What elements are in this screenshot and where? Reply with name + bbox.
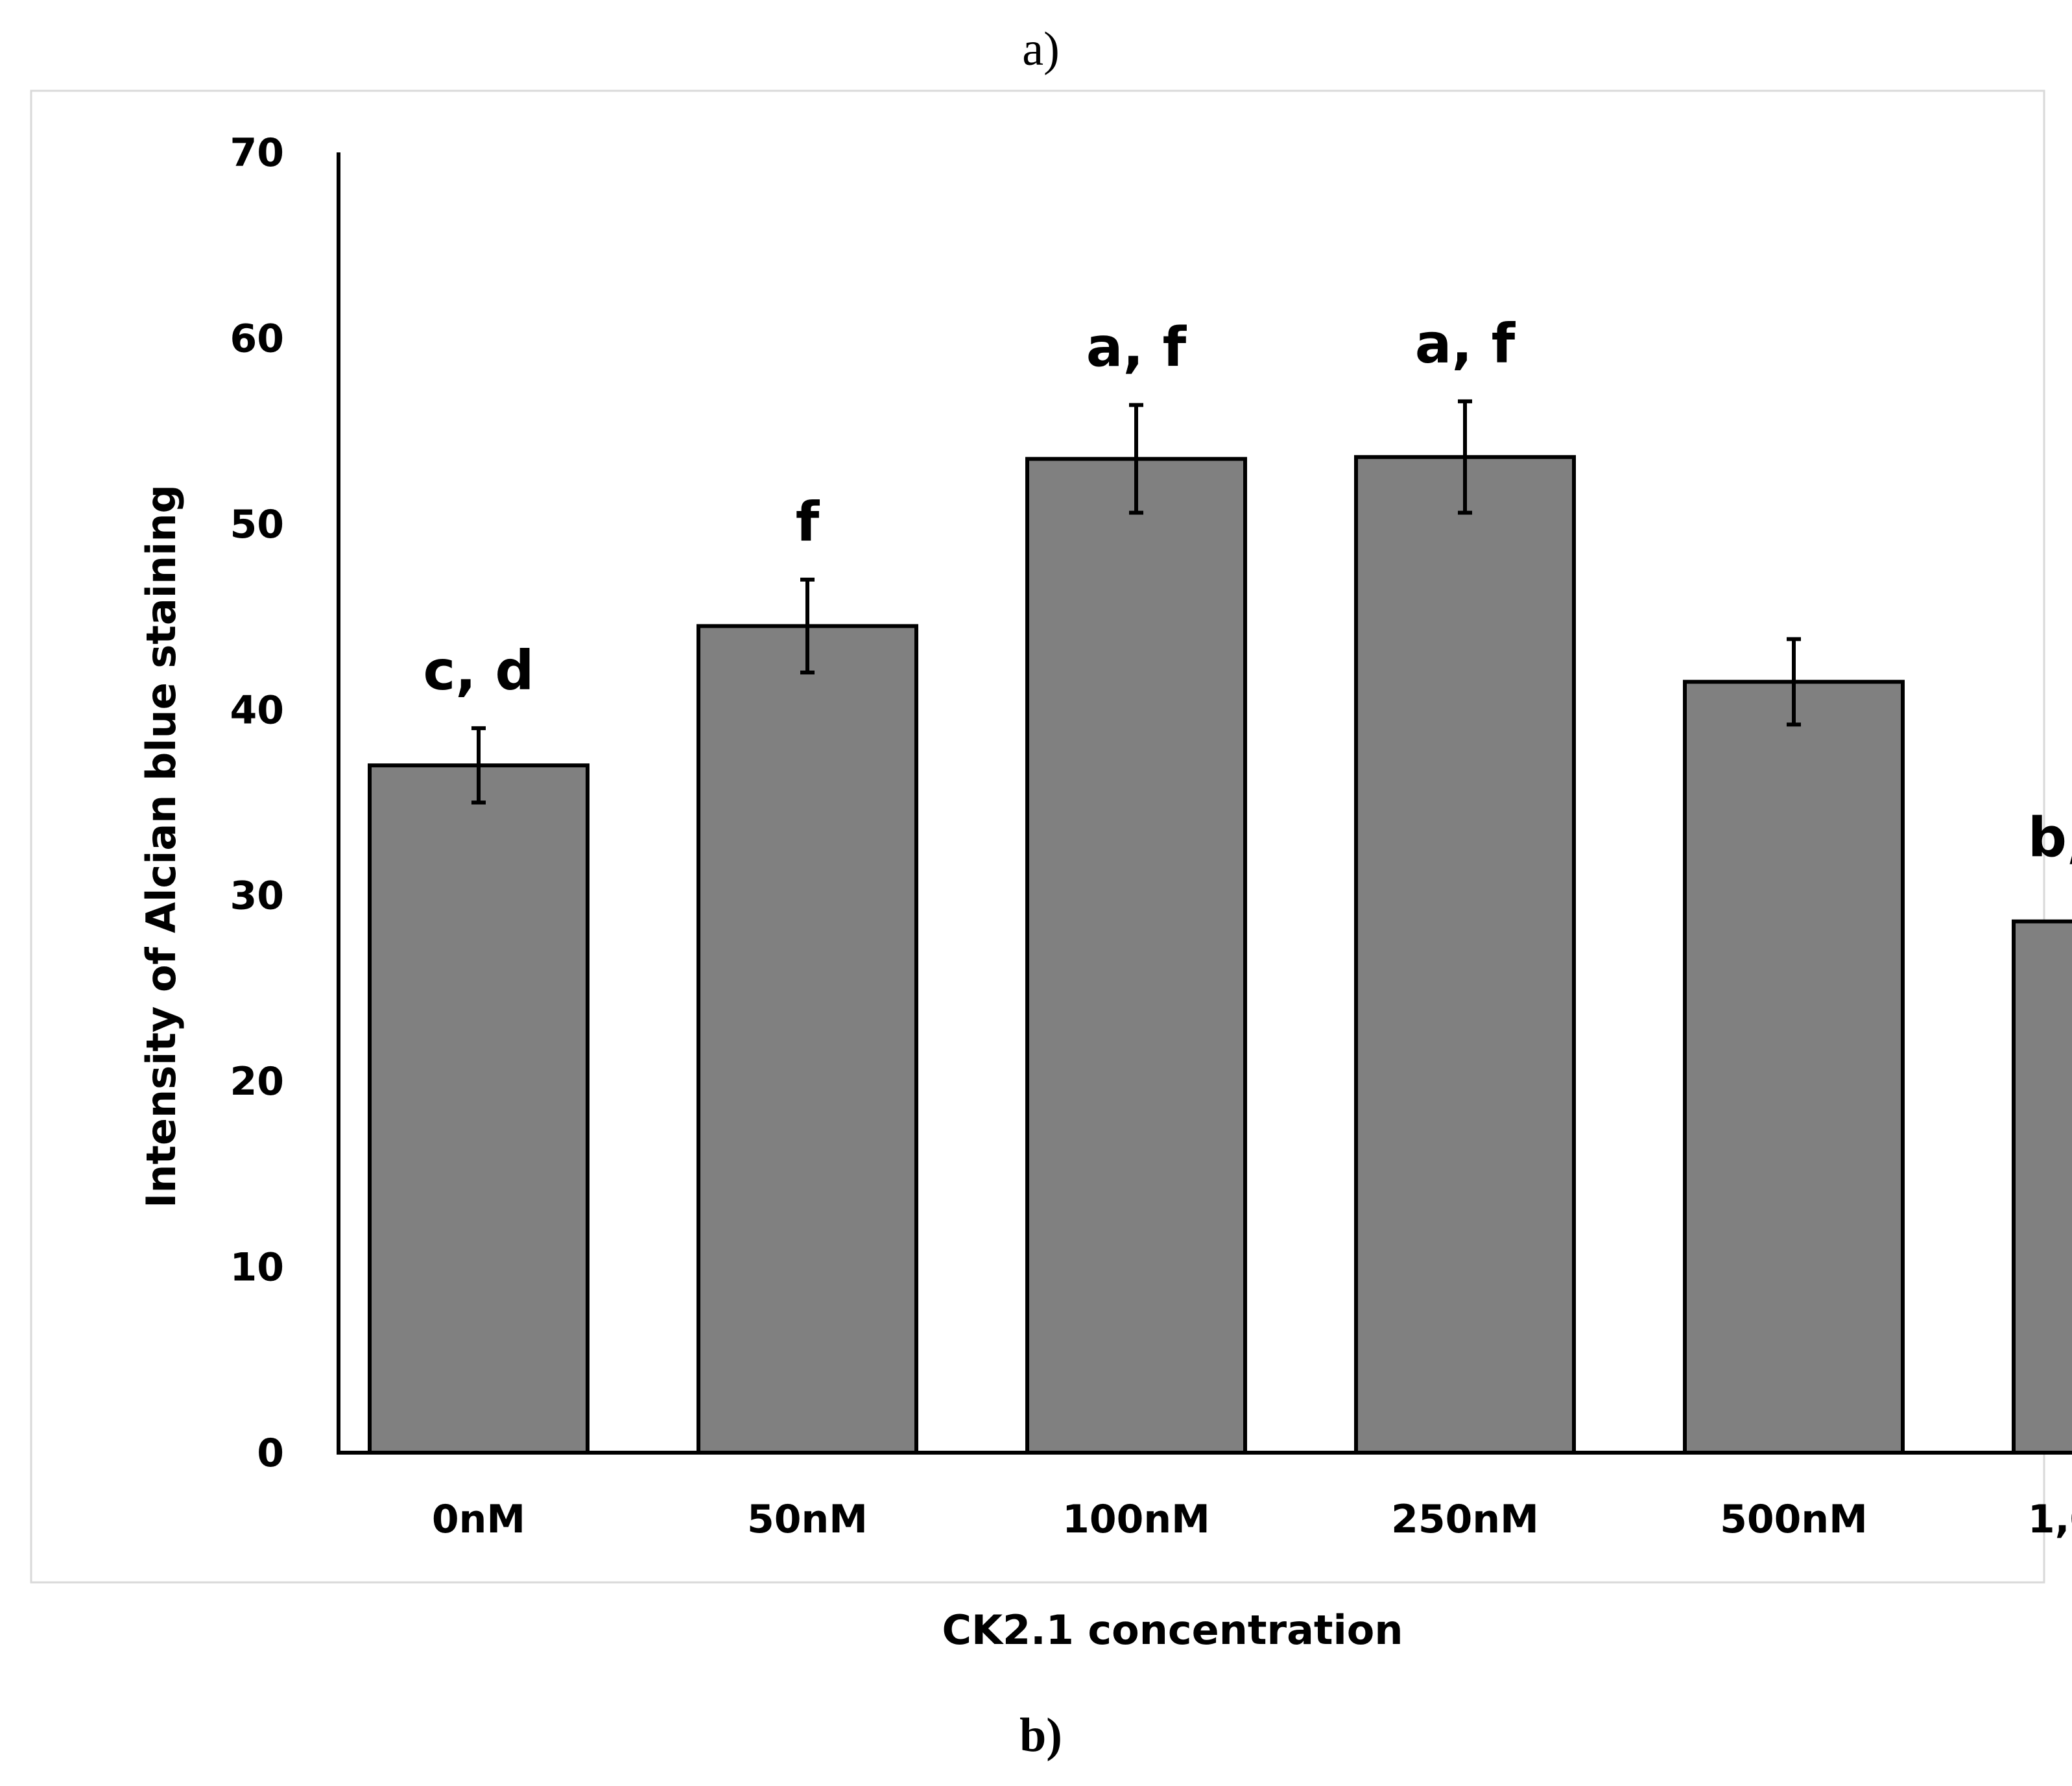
bar-chart: 0 10 20 30 40 50 60 70 c, d 0nM f 50nM a, f 100nM a, f… <box>230 130 2072 1542</box>
x-tick-label: 500nM <box>1720 1497 1868 1542</box>
y-tick-label: 10 <box>230 1245 285 1291</box>
y-axis-title: Intensity of Alcian blue staining <box>137 484 185 1208</box>
significance-label: c, d <box>423 639 534 702</box>
significance-label: f <box>796 490 820 554</box>
bar <box>1025 457 1247 1455</box>
significance-label: a, f <box>1086 316 1187 379</box>
panel-label-b: b) <box>1019 1709 1062 1762</box>
x-tick-label: 100nM <box>1062 1497 1210 1542</box>
y-tick-label: 20 <box>230 1059 285 1104</box>
significance-label: b, c, d <box>2028 806 2072 870</box>
y-tick-label: 0 <box>257 1431 284 1476</box>
significance-label: a, f <box>1415 312 1516 375</box>
bar <box>2012 919 2072 1455</box>
bar <box>1354 455 1576 1455</box>
y-tick-label: 70 <box>230 130 285 176</box>
x-tick-label: 50nM <box>747 1497 868 1542</box>
y-tick-label: 50 <box>230 502 285 547</box>
bar <box>1683 680 1905 1455</box>
x-tick-label: 250nM <box>1391 1497 1539 1542</box>
y-tick-label: 60 <box>230 316 285 361</box>
x-tick-label: 1,000nM <box>2028 1497 2072 1542</box>
x-tick-label: 0nM <box>432 1497 525 1542</box>
bar <box>368 763 589 1455</box>
bar <box>697 624 918 1455</box>
x-axis-title: CK2.1 concentration <box>942 1606 1403 1654</box>
panel-label-a: a) <box>1022 23 1060 76</box>
y-tick-label: 30 <box>230 874 285 919</box>
y-tick-label: 40 <box>230 687 285 733</box>
